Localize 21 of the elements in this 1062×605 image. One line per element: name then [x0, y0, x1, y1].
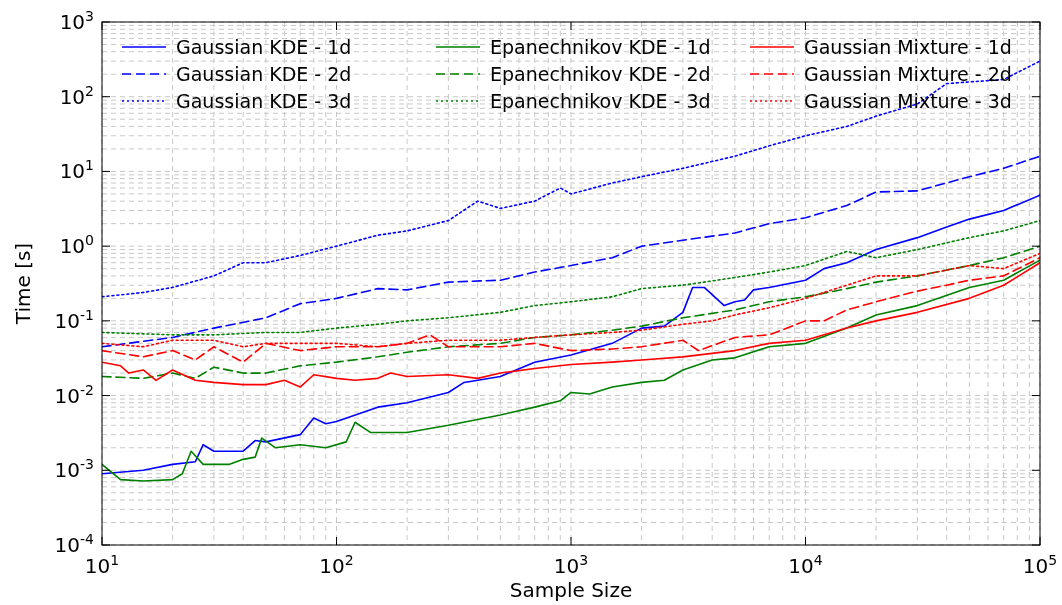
legend-label: Epanechnikov KDE - 2d [490, 63, 711, 85]
y-tick-label: 10$^{2}$ [59, 82, 94, 109]
legend-label: Gaussian KDE - 2d [176, 63, 352, 85]
legend-label: Gaussian Mixture - 1d [804, 36, 1012, 58]
y-tick-label: 10$^{1}$ [59, 157, 94, 184]
y-axis-title: Time [s] [11, 242, 35, 326]
x-tick-label: 10$^{5}$ [1022, 552, 1058, 578]
y-tick-label: 10$^{-1}$ [54, 306, 94, 333]
x-tick-label: 10$^{4}$ [788, 552, 823, 578]
y-tick-label: 10$^{-2}$ [54, 381, 94, 408]
x-axis-title: Sample Size [509, 578, 633, 602]
legend-label: Epanechnikov KDE - 1d [490, 36, 711, 58]
x-tick-label: 10$^{3}$ [553, 552, 589, 578]
legend-label: Gaussian Mixture - 2d [804, 63, 1012, 85]
legend-label: Gaussian KDE - 1d [176, 36, 352, 58]
legend-label: Gaussian KDE - 3d [176, 90, 352, 112]
y-tick-label: 10$^{-3}$ [54, 456, 94, 483]
y-tick-label: 10$^{0}$ [59, 232, 94, 259]
y-tick-label: 10$^{3}$ [59, 8, 94, 34]
legend-label: Epanechnikov KDE - 3d [490, 90, 711, 112]
x-tick-label: 10$^{2}$ [319, 552, 354, 578]
